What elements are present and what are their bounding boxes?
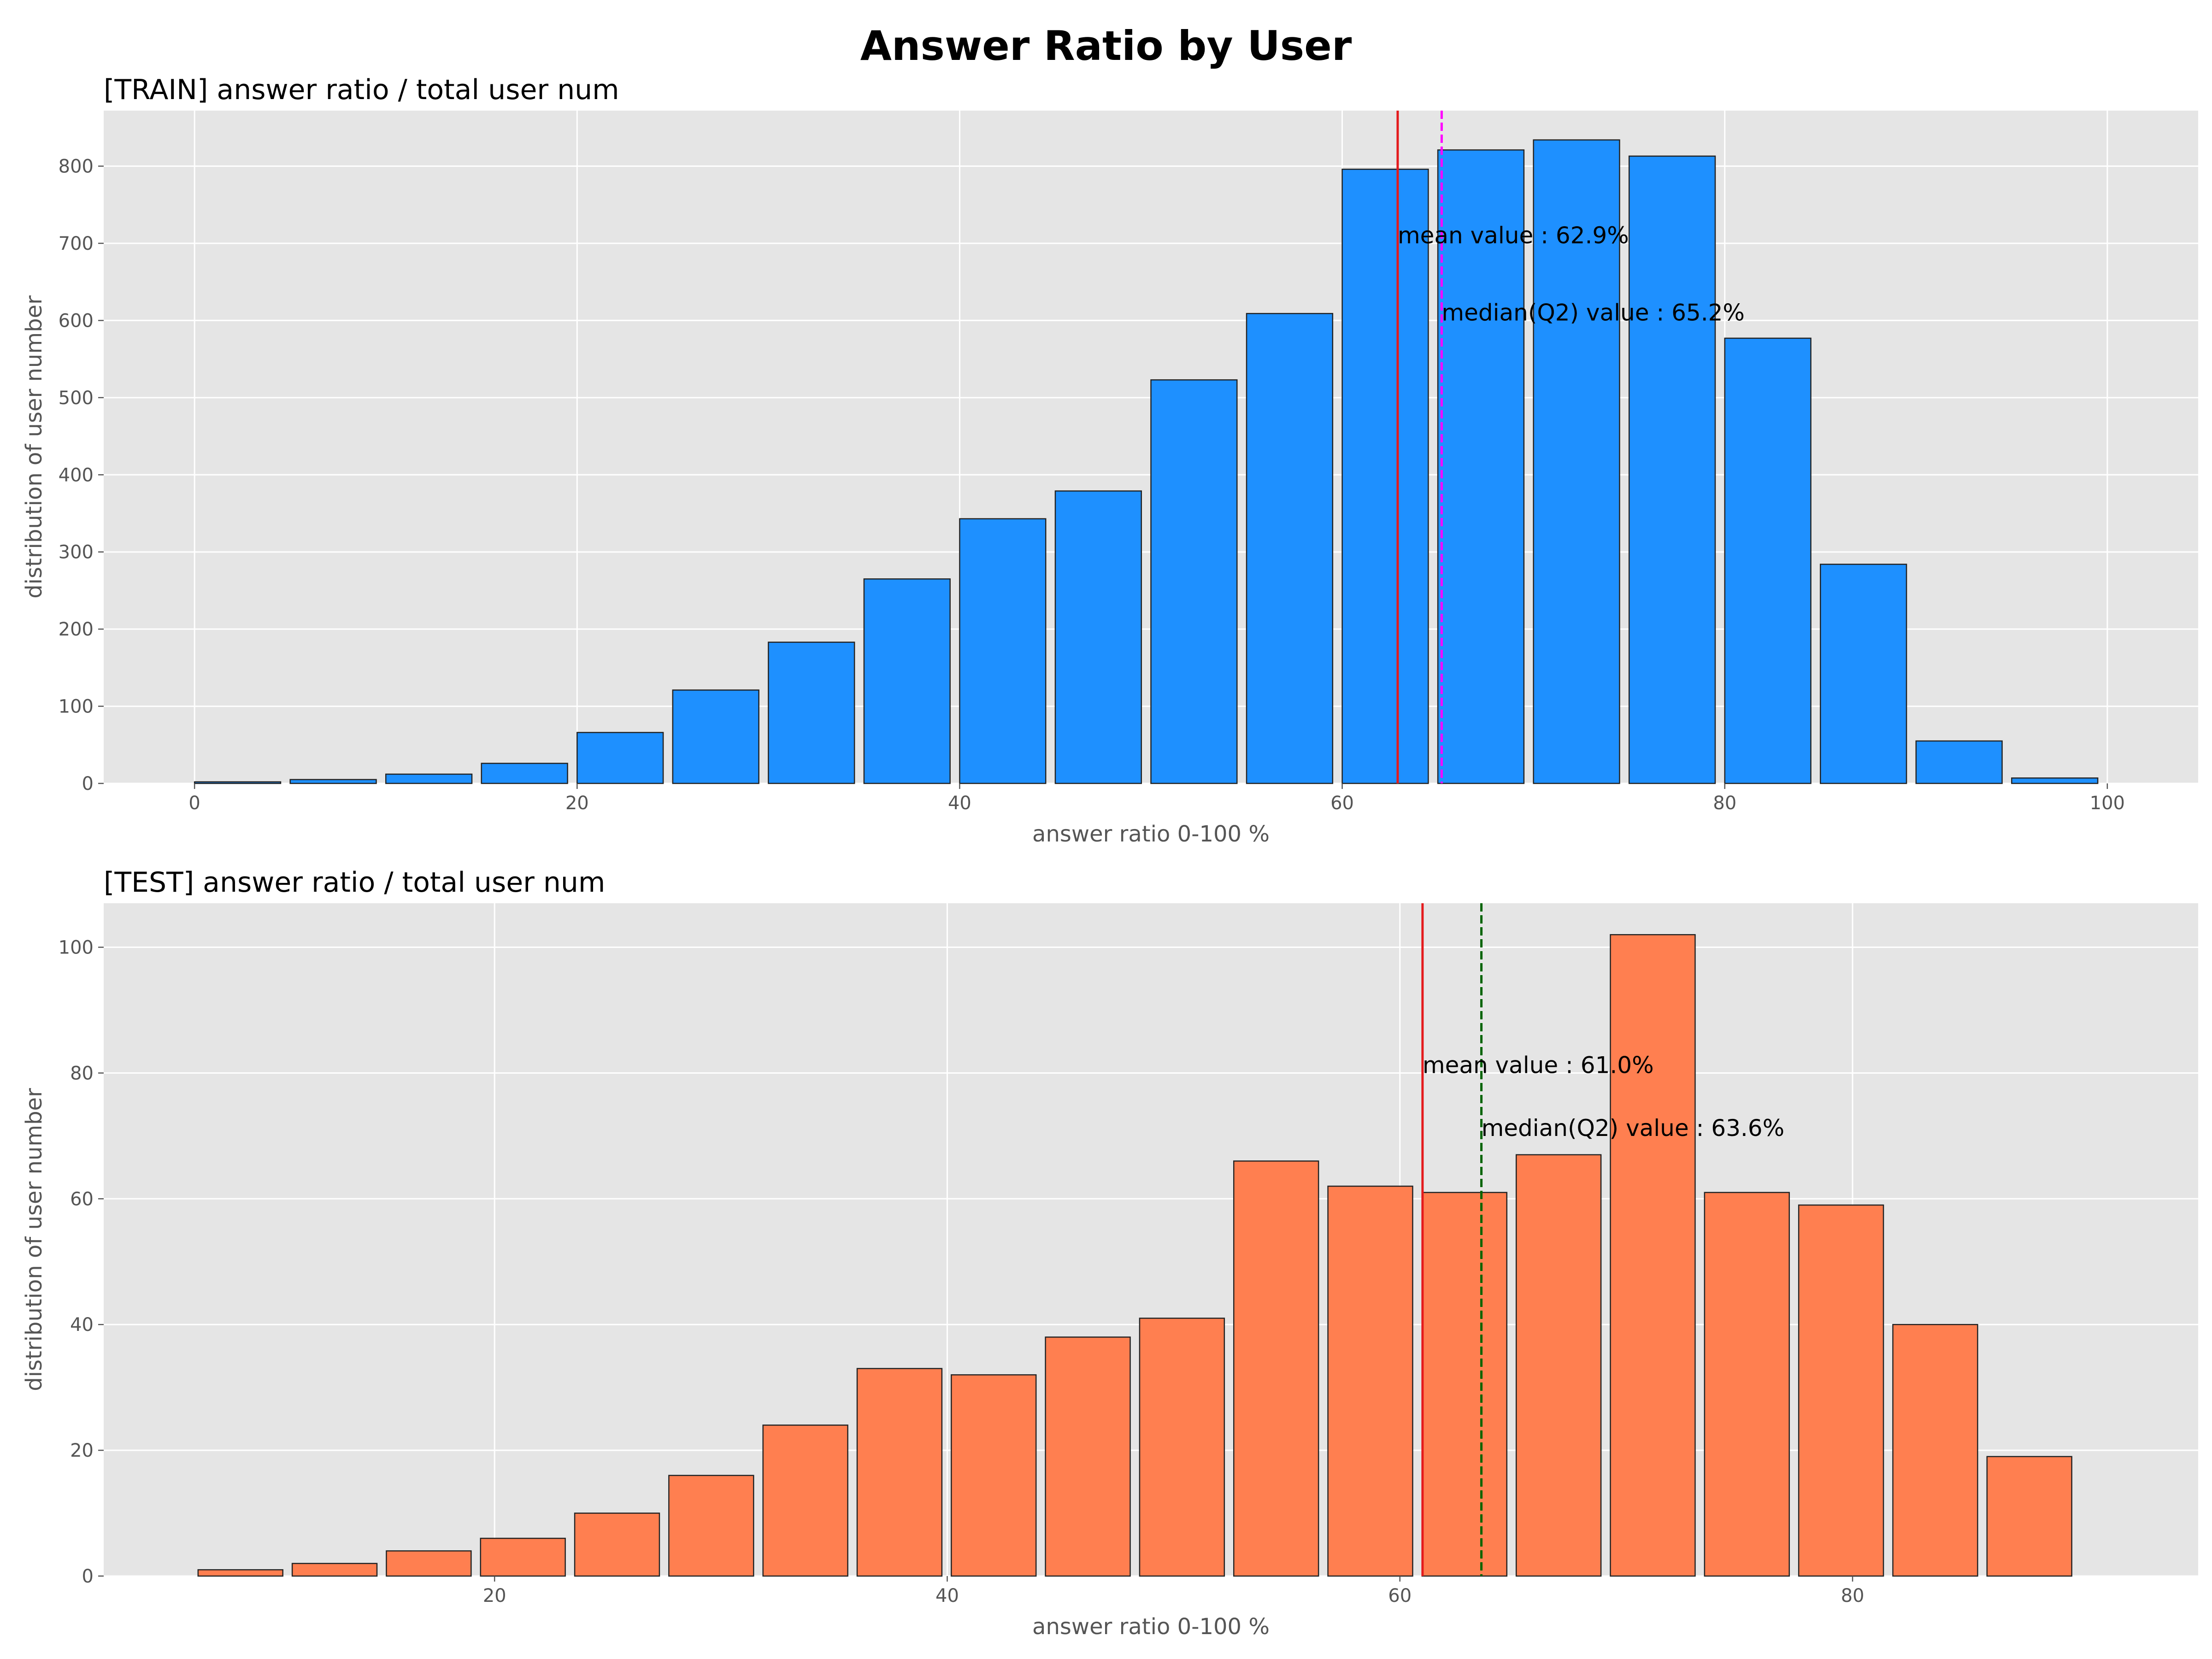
train-bar (2011, 777, 2099, 784)
train-y-tick-label: 0 (82, 773, 94, 794)
test-bar (1045, 1336, 1131, 1577)
train-bar (1150, 379, 1238, 784)
train-ticks: 0 20 40 60 80 100 0 100 200 300 400 500 600 700 800 (59, 156, 2125, 814)
test-y-tick-label: 100 (59, 937, 94, 959)
train-bar (577, 732, 664, 784)
train-y-tick-label: 300 (59, 542, 94, 563)
train-bar (1054, 490, 1142, 784)
train-y-tick-label: 600 (59, 310, 94, 331)
train-bar (1246, 313, 1334, 784)
train-bar (289, 779, 377, 784)
train-x-tick-label: 80 (1713, 793, 1736, 814)
test-bar (480, 1537, 566, 1577)
test-bars (197, 934, 2072, 1577)
train-bars (194, 139, 2099, 784)
test-bar (1515, 1154, 1602, 1577)
test-bar (1892, 1324, 1978, 1577)
test-bar (1327, 1185, 1413, 1577)
test-bar (856, 1368, 943, 1577)
train-x-axis-label: answer ratio 0-100 % (1032, 821, 1270, 847)
test-x-tick-label: 20 (483, 1585, 506, 1606)
test-bar (291, 1563, 378, 1577)
train-stat-lines (1396, 111, 1443, 783)
test-y-tick-label: 40 (70, 1314, 94, 1335)
train-y-tick-label: 400 (59, 465, 94, 486)
train-bar (768, 641, 855, 784)
train-bar (1915, 740, 2003, 784)
train-y-tick-label: 500 (59, 388, 94, 409)
train-panel-title: [TRAIN] answer ratio / total user num (104, 74, 619, 106)
train-bar (672, 689, 759, 784)
test-bar (951, 1374, 1037, 1577)
test-y-tick-label: 80 (70, 1063, 94, 1084)
train-x-tick-label: 60 (1330, 793, 1354, 814)
test-x-tick-label: 80 (1841, 1585, 1865, 1606)
test-bar (1986, 1456, 2072, 1577)
train-y-tick-label: 800 (59, 156, 94, 177)
test-panel-title: [TEST] answer ratio / total user num (104, 866, 605, 899)
test-mean-annotation: mean value : 61.0% (1423, 1052, 1654, 1078)
train-y-axis-label: distribution of user number (21, 295, 47, 599)
train-y-tick-label: 200 (59, 619, 94, 640)
train-bar (1341, 168, 1429, 784)
train-x-tick-label: 0 (188, 793, 200, 814)
train-y-tick-label: 100 (59, 696, 94, 718)
test-median-annotation: median(Q2) value : 63.6% (1482, 1115, 1785, 1141)
train-panel: [TRAIN] answer ratio / total user num 0 2… (21, 74, 2198, 847)
test-y-axis-label: distribution of user number (21, 1088, 47, 1391)
test-x-axis-label: answer ratio 0-100 % (1032, 1614, 1270, 1640)
train-x-tick-label: 40 (948, 793, 971, 814)
test-bar (386, 1550, 472, 1577)
test-x-tick-label: 40 (935, 1585, 959, 1606)
test-stat-lines (1421, 903, 1483, 1576)
test-x-tick-label: 60 (1388, 1585, 1412, 1606)
test-bar (1610, 934, 1696, 1577)
train-bar (959, 518, 1047, 784)
train-bar (385, 773, 473, 784)
train-bar (1437, 149, 1525, 784)
train-bar (1819, 564, 1907, 784)
test-y-tick-label: 20 (70, 1440, 94, 1461)
train-bar (1724, 337, 1812, 784)
test-bar (1421, 1192, 1508, 1577)
train-x-tick-label: 100 (2090, 793, 2125, 814)
train-y-tick-label: 700 (59, 233, 94, 254)
test-ticks: 20 40 60 80 0 20 40 60 80 100 (59, 937, 1865, 1606)
train-bar (863, 578, 951, 784)
test-bar (1139, 1318, 1225, 1577)
figure-title: Answer Ratio by User (860, 22, 1352, 70)
train-bar (1533, 139, 1620, 784)
test-bar (1233, 1160, 1319, 1577)
test-bar (668, 1475, 754, 1577)
train-bar (194, 781, 282, 784)
test-panel: [TEST] answer ratio / total user num 20 4… (21, 866, 2198, 1640)
test-bar (197, 1569, 283, 1577)
test-bar (1704, 1192, 1790, 1577)
test-bar (1798, 1204, 1884, 1577)
test-bar (762, 1424, 848, 1577)
train-x-tick-label: 20 (565, 793, 589, 814)
train-bar (1628, 155, 1716, 784)
train-median-annotation: median(Q2) value : 65.2% (1441, 299, 1745, 326)
train-mean-annotation: mean value : 62.9% (1398, 222, 1629, 249)
test-y-tick-label: 0 (82, 1566, 94, 1587)
test-bar (574, 1512, 660, 1577)
train-bar (481, 763, 568, 784)
test-y-tick-label: 60 (70, 1188, 94, 1210)
